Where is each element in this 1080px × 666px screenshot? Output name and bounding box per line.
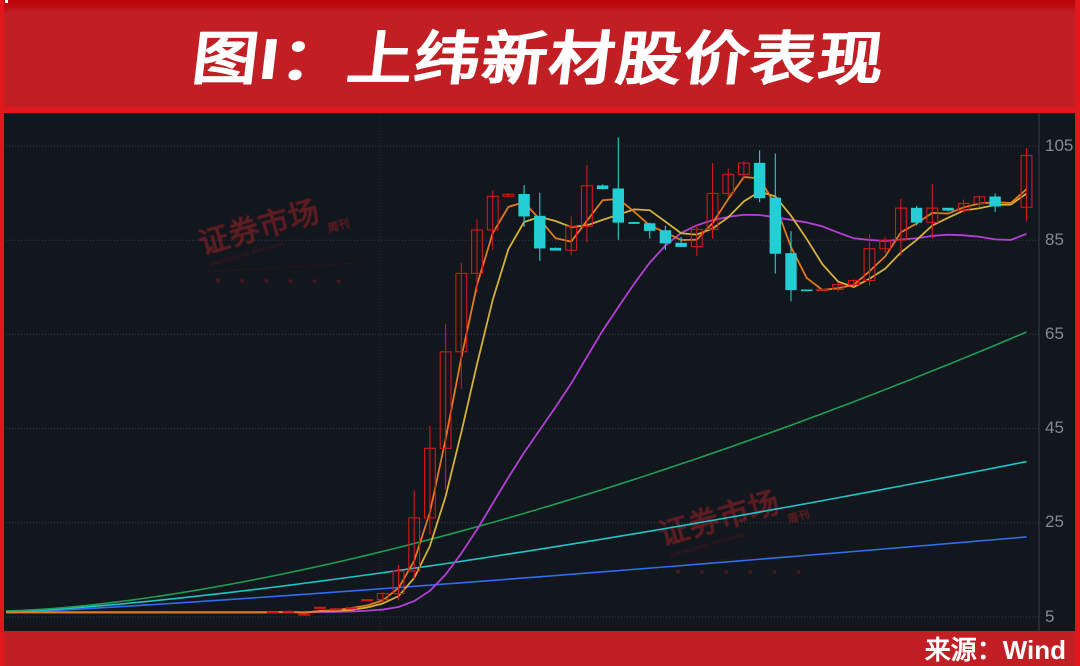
svg-text:周刊: 周刊: [326, 216, 352, 236]
svg-text:周刊: 周刊: [786, 507, 812, 527]
